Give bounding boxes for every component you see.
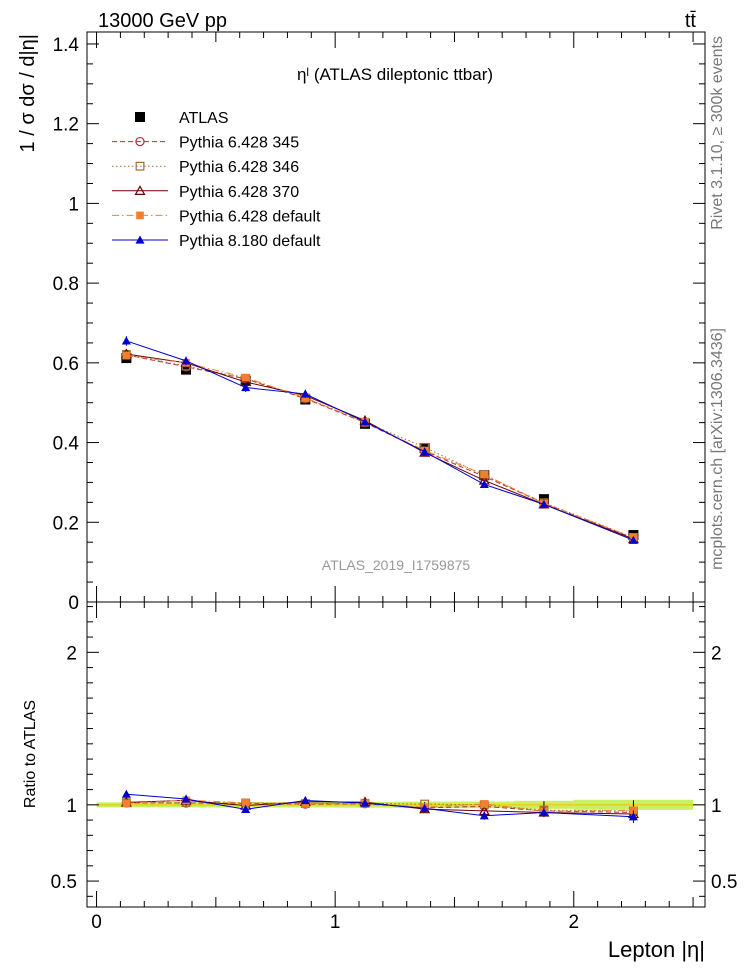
data-point [420, 447, 430, 456]
legend-label: Pythia 6.428 346 [179, 159, 299, 176]
data-point [420, 803, 430, 812]
y-tick-label: 1 [68, 194, 79, 215]
ratio-axis-label: Ratio to ATLAS [22, 700, 39, 808]
series-line [126, 340, 634, 541]
y-tick-label: 0.2 [53, 513, 79, 534]
legend-marker [135, 112, 145, 122]
legend-marker [136, 211, 144, 220]
ratio-tick-label: 1 [66, 796, 77, 817]
ratio-tick-label: 1 [711, 796, 722, 817]
legend-label: Pythia 8.180 default [179, 233, 321, 250]
source-label: mcplots.cern.ch [arXiv:1306.3436] [709, 328, 726, 570]
process-label: tt̄ [685, 10, 697, 32]
legend-marker [135, 136, 145, 147]
data-point [241, 804, 251, 813]
data-point [479, 811, 489, 820]
series-line [126, 353, 634, 540]
main-series [120, 336, 639, 544]
legend-label: Pythia 6.428 345 [179, 135, 299, 152]
x-ticks: 0 1 2 [91, 32, 694, 933]
data-point [539, 499, 549, 508]
data-point [241, 383, 251, 392]
ratio-tick-label: 0.5 [51, 872, 77, 893]
data-point [121, 789, 131, 798]
data-point [628, 535, 638, 544]
y-axis-label: 1 / σ dσ / d|η| [17, 34, 39, 152]
data-point [300, 389, 310, 398]
legend-label: Pythia 6.428 370 [179, 184, 299, 201]
data-point [360, 417, 370, 426]
y-tick-label: 0.8 [53, 274, 79, 295]
x-axis-label: Lepton |η| [608, 937, 705, 962]
data-point [122, 351, 131, 360]
legend-marker [135, 235, 145, 244]
data-point [480, 470, 489, 479]
ratio-band [87, 799, 705, 810]
data-point [181, 794, 191, 803]
legend-label: Pythia 6.428 default [179, 208, 321, 225]
legend: ATLAS Pythia 6.428 345 Pythia 6.428 346 Pyt… [112, 110, 321, 250]
y-tick-label: 0 [68, 593, 79, 614]
x-tick-label: 2 [568, 912, 579, 933]
data-point [480, 800, 489, 808]
rivet-label: Rivet 3.1.10, ≥ 300k events [709, 36, 726, 230]
main-ticks: 0 0.2 0.4 0.6 0.8 1 1.2 1.4 [53, 35, 705, 614]
series-line [126, 354, 634, 539]
legend-marker [134, 185, 146, 195]
y-tick-label: 1.2 [53, 115, 79, 136]
y-tick-label: 0.4 [53, 434, 80, 455]
ratio-ticks: 0.5 0.5 1 1 2 2 [51, 606, 737, 897]
legend-marker [135, 161, 145, 171]
data-point [360, 798, 370, 807]
ratio-tick-label: 2 [711, 643, 722, 664]
main-panel: ηˡ (ATLAS dileptonic ttbar) 1 / σ dσ / d… [17, 31, 706, 614]
data-point [121, 336, 131, 345]
y-tick-label: 1.4 [53, 35, 80, 56]
data-point [241, 373, 250, 382]
ratio-tick-label: 2 [66, 643, 77, 664]
y-tick-label: 0.6 [53, 354, 79, 375]
legend-label: ATLAS [179, 110, 229, 127]
watermark: ATLAS_2019_I1759875 [322, 557, 471, 573]
ratio-series [120, 789, 639, 824]
ratio-tick-label: 0.5 [711, 872, 737, 893]
data-point [181, 356, 191, 365]
data-point [539, 807, 549, 817]
x-tick-label: 1 [330, 912, 341, 933]
data-point [300, 796, 310, 805]
data-point [479, 479, 489, 489]
x-tick-label: 0 [91, 912, 102, 933]
ratio-frame [86, 601, 706, 908]
data-point [241, 798, 250, 807]
ratio-panel: Ratio to ATLAS 0.5 0.5 1 1 2 2 [22, 601, 737, 908]
energy-label: 13000 GeV pp [98, 10, 227, 32]
chart-title: ηˡ (ATLAS dileptonic ttbar) [297, 65, 493, 84]
data-point [628, 812, 638, 821]
data-point [629, 806, 638, 815]
data-point [122, 799, 131, 808]
